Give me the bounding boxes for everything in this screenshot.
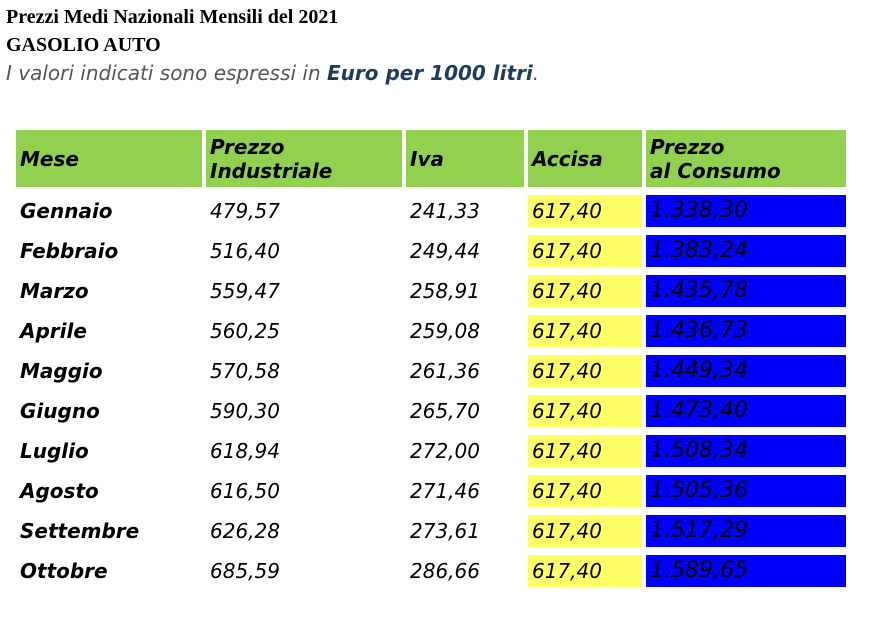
units-note-bold: Euro per 1000 litri <box>327 61 533 85</box>
cell-mese: Giugno <box>20 399 100 423</box>
column-header-label: Prezzo <box>650 134 725 159</box>
cell-prezzo-industriale: 479,57 <box>210 199 280 223</box>
cell-mese: Aprile <box>20 319 87 343</box>
cell-prezzo-consumo: 1.473,40 <box>646 395 846 427</box>
cell-mese: Luglio <box>20 439 89 463</box>
cell-iva: 261,36 <box>410 359 480 383</box>
cell-mese: Agosto <box>20 479 99 503</box>
table-row: Ottobre 685,59 286,66 617,40 1.589,65 <box>16 555 846 587</box>
units-note-suffix: . <box>532 61 540 85</box>
table-row: Agosto 616,50 271,46 617,40 1.505,36 <box>16 475 846 507</box>
cell-prezzo-consumo: 1.383,24 <box>646 235 846 267</box>
page-title: Prezzi Medi Nazionali Mensili del 2021 <box>6 6 339 28</box>
cell-prezzo-industriale: 616,50 <box>210 479 280 503</box>
header-row: Mese Prezzo Industriale Iva Accisa Prezzo… <box>16 130 846 187</box>
cell-mese: Marzo <box>20 279 89 303</box>
column-header-mese: Mese <box>16 130 202 187</box>
column-header-label: Prezzo <box>210 134 285 159</box>
table-row: Marzo 559,47 258,91 617,40 1.435,78 <box>16 275 846 307</box>
cell-accisa: 617,40 <box>528 355 642 387</box>
cell-iva: 249,44 <box>410 239 480 263</box>
cell-mese: Febbraio <box>20 239 119 263</box>
cell-iva: 265,70 <box>410 399 480 423</box>
cell-accisa: 617,40 <box>528 395 642 427</box>
cell-mese: Gennaio <box>20 199 113 223</box>
cell-prezzo-consumo: 1.505,36 <box>646 475 846 507</box>
cell-mese: Ottobre <box>20 559 108 583</box>
cell-accisa: 617,40 <box>528 515 642 547</box>
table-row: Febbraio 516,40 249,44 617,40 1.383,24 <box>16 235 846 267</box>
column-header-label: al Consumo <box>650 158 781 183</box>
cell-prezzo-consumo: 1.589,65 <box>646 555 846 587</box>
cell-prezzo-consumo: 1.435,78 <box>646 275 846 307</box>
cell-iva: 259,08 <box>410 319 480 343</box>
cell-iva: 272,00 <box>410 439 480 463</box>
cell-prezzo-industriale: 559,47 <box>210 279 280 303</box>
cell-prezzo-industriale: 590,30 <box>210 399 280 423</box>
column-header-prezzo-industriale: Prezzo Industriale <box>206 130 402 187</box>
units-note-prefix: I valori indicati sono espressi in <box>6 61 327 85</box>
cell-accisa: 617,40 <box>528 195 642 227</box>
column-header-label: Accisa <box>532 146 603 171</box>
cell-prezzo-industriale: 685,59 <box>210 559 280 583</box>
column-header-accisa: Accisa <box>528 130 642 187</box>
cell-prezzo-consumo: 1.517,29 <box>646 515 846 547</box>
table-row: Luglio 618,94 272,00 617,40 1.508,34 <box>16 435 846 467</box>
cell-prezzo-industriale: 516,40 <box>210 239 280 263</box>
cell-iva: 258,91 <box>410 279 480 303</box>
cell-mese: Settembre <box>20 519 140 543</box>
cell-prezzo-consumo: 1.508,34 <box>646 435 846 467</box>
table-row: Gennaio 479,57 241,33 617,40 1.338,30 <box>16 195 846 227</box>
cell-prezzo-consumo: 1.449,34 <box>646 355 846 387</box>
cell-prezzo-consumo: 1.436,73 <box>646 315 846 347</box>
column-header-iva: Iva <box>406 130 524 187</box>
column-header-prezzo-consumo: Prezzo al Consumo <box>646 130 846 187</box>
cell-prezzo-industriale: 626,28 <box>210 519 280 543</box>
table-row: Giugno 590,30 265,70 617,40 1.473,40 <box>16 395 846 427</box>
cell-accisa: 617,40 <box>528 435 642 467</box>
cell-iva: 241,33 <box>410 199 480 223</box>
table-row: Settembre 626,28 273,61 617,40 1.517,29 <box>16 515 846 547</box>
cell-iva: 271,46 <box>410 479 480 503</box>
cell-accisa: 617,40 <box>528 555 642 587</box>
cell-iva: 286,66 <box>410 559 480 583</box>
cell-mese: Maggio <box>20 359 103 383</box>
cell-prezzo-industriale: 618,94 <box>210 439 280 463</box>
units-note: I valori indicati sono espressi in Euro … <box>6 60 539 86</box>
cell-accisa: 617,40 <box>528 475 642 507</box>
column-header-label: Iva <box>410 146 444 171</box>
cell-iva: 273,61 <box>410 519 480 543</box>
column-header-label: Mese <box>20 146 79 171</box>
page-subtitle: GASOLIO AUTO <box>6 34 161 56</box>
cell-prezzo-industriale: 570,58 <box>210 359 280 383</box>
column-header-label: Industriale <box>210 158 333 183</box>
price-table: Mese Prezzo Industriale Iva Accisa Prezzo… <box>12 122 850 595</box>
cell-prezzo-industriale: 560,25 <box>210 319 280 343</box>
cell-accisa: 617,40 <box>528 275 642 307</box>
cell-prezzo-consumo: 1.338,30 <box>646 195 846 227</box>
table-row: Maggio 570,58 261,36 617,40 1.449,34 <box>16 355 846 387</box>
cell-accisa: 617,40 <box>528 315 642 347</box>
cell-accisa: 617,40 <box>528 235 642 267</box>
table-row: Aprile 560,25 259,08 617,40 1.436,73 <box>16 315 846 347</box>
